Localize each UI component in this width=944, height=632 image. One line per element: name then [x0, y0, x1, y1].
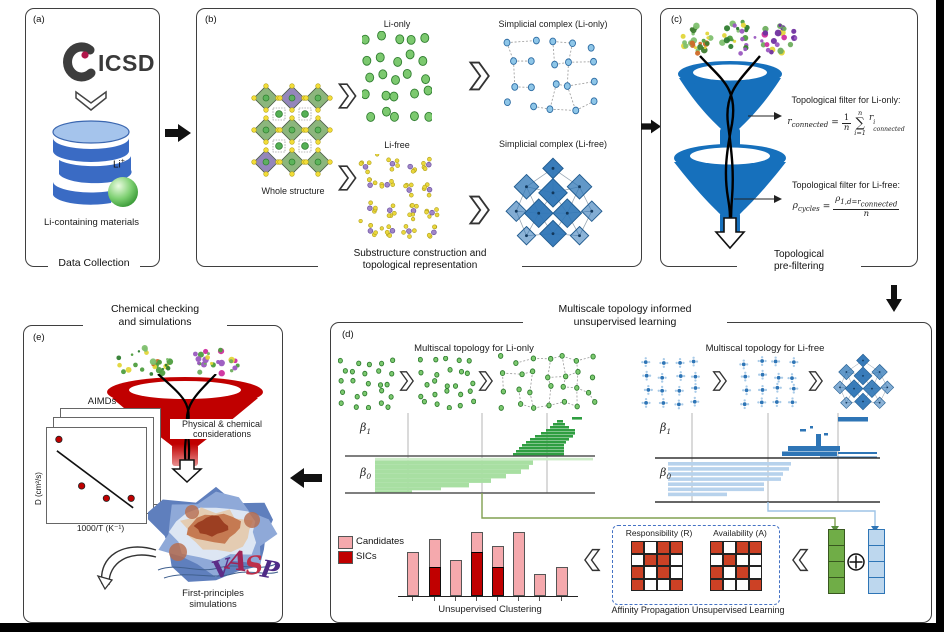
filter-li-only-title: Topological filter for Li-only:	[791, 95, 901, 105]
candidate-crystals-image	[680, 19, 798, 56]
li-only-filtration-1	[338, 357, 396, 410]
sics-swatch	[338, 551, 353, 564]
candidate-bar	[512, 532, 525, 596]
pointer-arrow-icon	[748, 112, 782, 120]
panel-a-tag: (a)	[33, 14, 45, 25]
chevron-right-icon	[468, 61, 490, 91]
screen-edge-right	[936, 0, 944, 632]
first-principles-label: First-principles simulations	[182, 588, 244, 610]
panel-e-tag: (e)	[33, 332, 45, 343]
chevron-right-icon	[468, 195, 490, 225]
barcode-li-only	[345, 413, 595, 494]
chevron-left-icon	[584, 548, 601, 572]
panel-b-tag: (b)	[205, 14, 217, 25]
candidate-bar	[533, 574, 546, 596]
candidate-bar	[407, 552, 419, 596]
chevron-right-icon	[712, 371, 727, 391]
simplicial-li-free-image	[505, 157, 603, 248]
panel-c-caption: Topological pre-filtering	[737, 249, 861, 273]
arrow-right-icon	[641, 119, 661, 134]
aimds-label: AIMDs	[87, 396, 117, 407]
aimd-frame-front	[46, 427, 147, 524]
oplus-icon	[847, 553, 865, 571]
simplicial-li-free-label: Simplicial complex (Li-free)	[498, 139, 608, 149]
whole-structure-label: Whole structure	[261, 186, 325, 196]
simplicial-li-only-label: Simplicial complex (Li-only)	[498, 19, 608, 29]
curved-arrow-icon	[96, 546, 157, 591]
li-only-filtration-3	[497, 352, 598, 411]
barcode-li-free	[655, 413, 880, 503]
li-only-structure-image	[362, 31, 432, 122]
materials-label: Li-containing materials	[43, 217, 140, 228]
chevron-right-icon	[337, 83, 357, 109]
unsupervised-clustering-chart	[398, 530, 580, 601]
physical-chemical-label: Physical & chemical considerations	[170, 419, 274, 439]
arrow-right-icon	[165, 124, 191, 142]
availability-matrix	[710, 541, 762, 591]
beta0-label: β0	[360, 466, 372, 482]
li-only-filtration-2	[418, 356, 476, 410]
candidates-swatch	[338, 536, 353, 549]
panel-d-tag: (d)	[342, 329, 354, 340]
panel-b-caption: Substructure construction and topological…	[318, 248, 522, 272]
chevron-right-icon	[478, 371, 493, 391]
li-free-filtration-1	[641, 356, 701, 410]
screened-crystals-image	[116, 345, 240, 377]
responsibility-title: Responsibility (R)	[625, 528, 693, 538]
beta0-label: β0	[660, 466, 672, 482]
candidates-legend-label: Candidates	[356, 536, 405, 547]
panel-c-tag: (c)	[671, 14, 683, 25]
chevron-right-icon	[808, 371, 823, 391]
icsd-logo-icon	[63, 42, 96, 82]
aimd-ylabel: D (cm²/s)	[34, 472, 43, 505]
panel-e-caption: Chemical checking and simulations	[83, 303, 227, 329]
beta1-label: β1	[660, 421, 672, 437]
simplicial-li-only-image	[503, 36, 598, 115]
availability-title: Availability (A)	[713, 528, 767, 538]
li-free-feature-vector	[868, 529, 885, 594]
li-free-label: Li-free	[384, 140, 410, 150]
sics-legend-label: SICs	[356, 551, 377, 562]
clustering-caption: Unsupervised Clustering	[438, 604, 542, 615]
energy-landscape-image	[148, 486, 279, 582]
filter-li-free-title: Topological filter for Li-free:	[791, 180, 901, 190]
multiscale-li-only-title: Multiscal topology for Li-only	[414, 343, 534, 354]
li-only-feature-vector	[828, 529, 845, 594]
chevron-right-icon	[399, 371, 414, 391]
candidate-bar	[449, 560, 462, 596]
sic-bar	[470, 552, 483, 596]
database-icon	[52, 120, 132, 205]
panel-d-caption: Multiscale topology informed unsupervised…	[523, 303, 727, 329]
li-free-structure-image	[358, 154, 440, 239]
sic-bar	[428, 567, 441, 596]
li-only-label: Li-only	[383, 19, 411, 29]
arrow-down-icon	[886, 285, 902, 312]
affinity-caption: Affinity Propagation Unsupervised Learni…	[611, 605, 785, 615]
blue-funnel-icon	[674, 55, 786, 250]
sic-bar	[492, 567, 504, 596]
arrow-left-icon	[290, 468, 322, 488]
screen-edge-bottom	[0, 623, 944, 632]
icsd-logo-text: ICSD	[98, 50, 155, 76]
chevron-right-icon	[337, 165, 357, 191]
aimd-xlabel: 1000/T (K⁻¹)	[76, 523, 125, 533]
chevron-down-icon	[75, 90, 107, 111]
li-atom-sphere	[108, 177, 138, 207]
candidate-bar	[555, 567, 568, 596]
beta1-label: β1	[360, 421, 372, 437]
formula-li-free: ρcycles = ρ1,d=rconnected n	[792, 193, 900, 220]
panel-a-caption: Data Collection	[48, 257, 140, 269]
li-free-filtration-3	[833, 353, 895, 411]
responsibility-matrix	[631, 541, 683, 591]
multiscale-li-free-title: Multiscal topology for Li-free	[705, 343, 825, 354]
pointer-arrow-icon	[734, 195, 782, 203]
chevron-left-icon	[792, 548, 809, 572]
li-ion-label: Li+	[113, 158, 125, 171]
li-free-filtration-2	[739, 356, 799, 410]
aimd-scatter-plot	[55, 435, 135, 509]
whole-structure-image	[251, 83, 333, 177]
